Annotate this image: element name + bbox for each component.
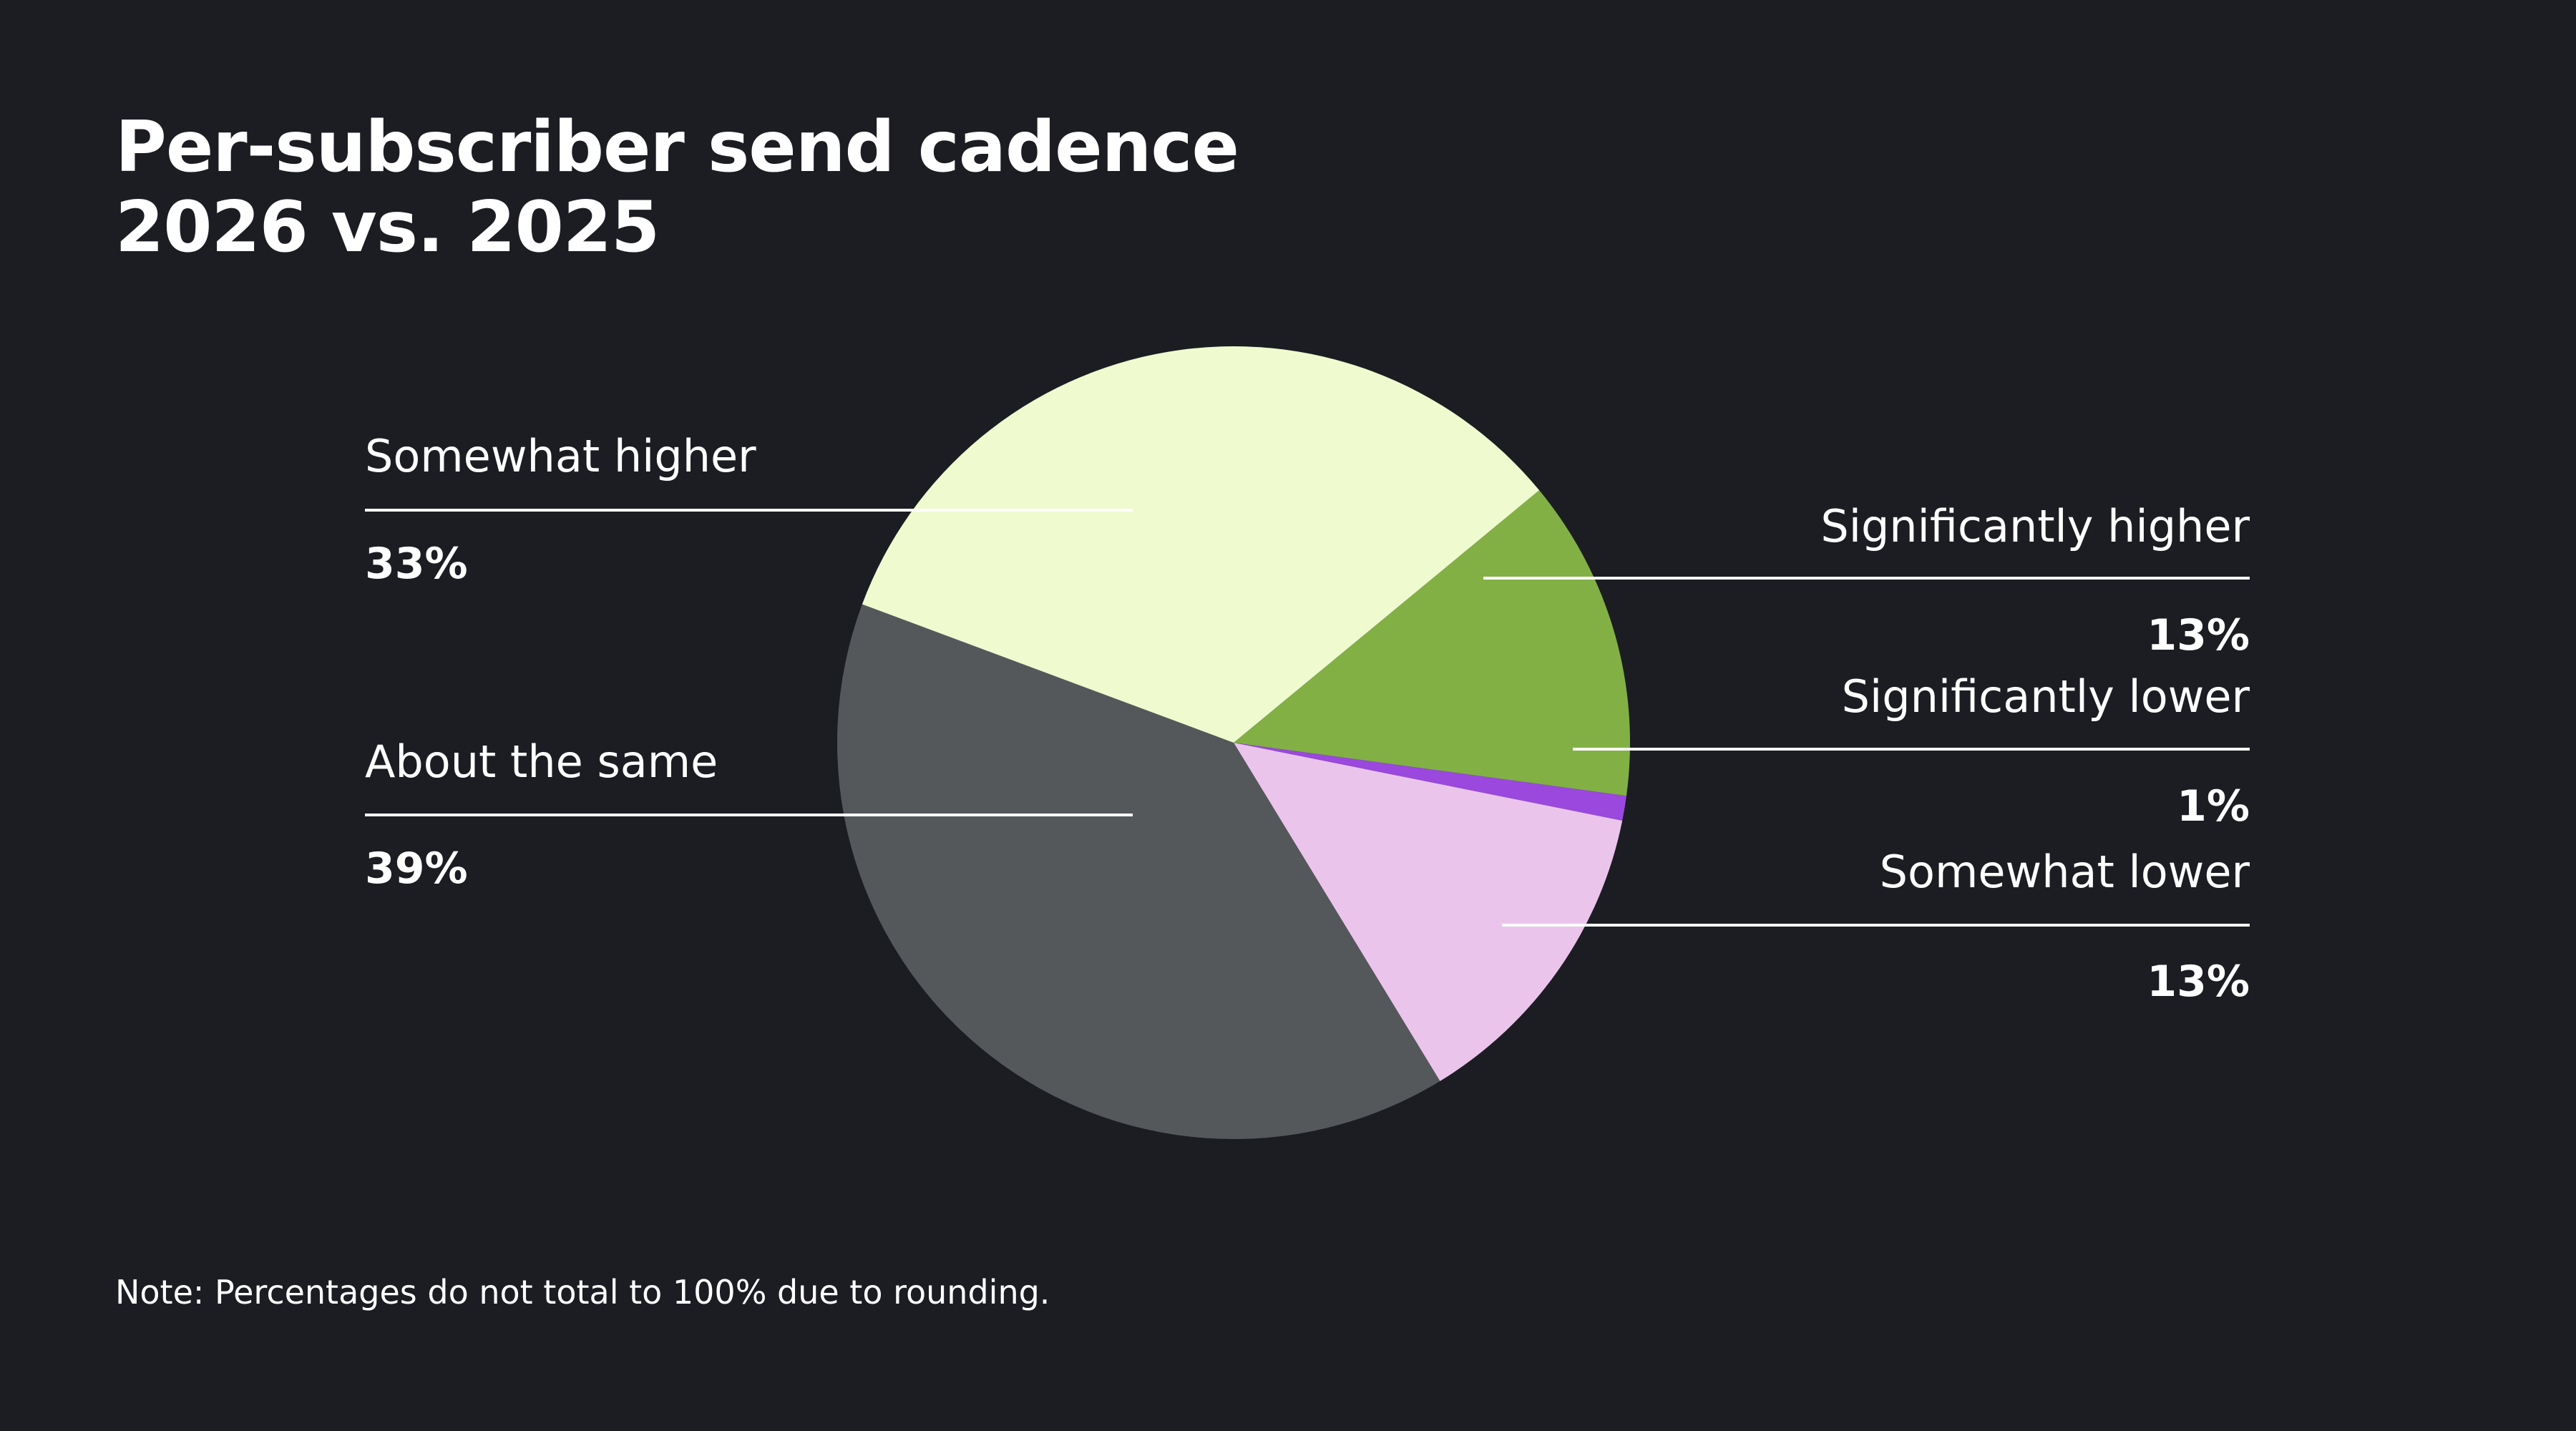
slice-label-somewhat-higher: Somewhat higher <box>365 430 756 482</box>
slice-value-significantly-lower: 1% <box>2177 781 2250 831</box>
slice-label-somewhat-lower: Somewhat lower <box>1880 846 2250 898</box>
pie-slice-somewhat-higher <box>862 346 1540 743</box>
slice-value-somewhat-lower: 13% <box>2147 957 2250 1007</box>
slice-value-about-the-same: 39% <box>365 844 468 894</box>
chart-title-line-1: Per-subscriber send cadence <box>115 107 1239 188</box>
slice-label-about-the-same: About the same <box>365 736 718 788</box>
pie-slice-about-the-same <box>837 604 1440 1139</box>
slice-label-significantly-lower: Significantly lower <box>1842 670 2250 723</box>
footnote: Note: Percentages do not total to 100% d… <box>115 1273 1050 1312</box>
pie-slice-somewhat-lower <box>1234 743 1623 1081</box>
chart-title: Per-subscriber send cadence 2026 vs. 202… <box>115 107 1239 268</box>
slice-value-significantly-higher: 13% <box>2147 610 2250 660</box>
slice-label-significantly-higher: Significantly higher <box>1820 500 2250 552</box>
pie-slices <box>837 346 1630 1139</box>
pie-slice-significantly-higher <box>1234 490 1630 796</box>
pie-slice-significantly-lower <box>1234 743 1626 821</box>
slice-value-somewhat-higher: 33% <box>365 539 468 589</box>
chart-title-line-2: 2026 vs. 2025 <box>115 187 660 268</box>
pie-labels: Significantly higher 13% Significantly low… <box>365 430 2250 1007</box>
